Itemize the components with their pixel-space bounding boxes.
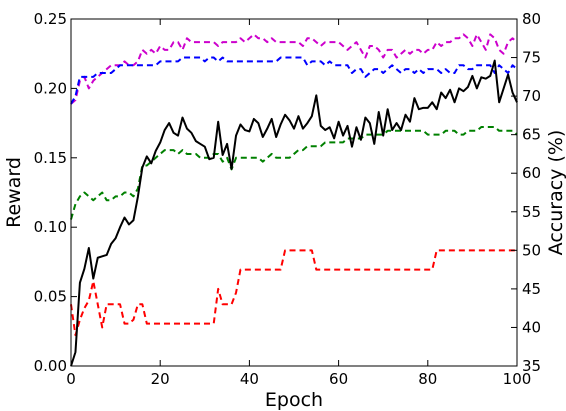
y-tick-right-label: 55 <box>522 203 541 221</box>
y-axis-left-title: Reward <box>3 157 25 228</box>
y-tick-right-label: 80 <box>522 10 541 28</box>
x-tick-label: 80 <box>418 370 437 388</box>
series-line-0 <box>70 59 518 367</box>
y-tick-left-label: 0.10 <box>34 218 67 236</box>
y-tick-right-label: 35 <box>522 357 541 375</box>
y-tick-right-label: 65 <box>522 126 541 144</box>
x-tick-label: 0 <box>66 370 76 388</box>
x-tick-label: 40 <box>240 370 259 388</box>
y-tick-right-label: 60 <box>522 164 541 182</box>
y-tick-right-label: 50 <box>522 241 541 259</box>
x-tick-label: 60 <box>329 370 348 388</box>
y-axis-right-title: Accuracy (%) <box>545 130 566 256</box>
series-line-4 <box>70 249 517 337</box>
x-tick-label: 20 <box>151 370 170 388</box>
y-tick-left-label: 0.15 <box>34 149 67 167</box>
series-line-3 <box>70 125 518 220</box>
ticks-layer: 0 20 40 60 80 100 0.00 0.05 0.10 0.15 0.20 0.25 35 40… <box>34 10 542 388</box>
y-tick-right-label: 40 <box>522 318 541 336</box>
series-line-2 <box>70 56 518 105</box>
plot-frame <box>70 18 518 367</box>
y-tick-right-label: 75 <box>522 49 541 67</box>
y-tick-right-label: 45 <box>522 280 541 298</box>
y-tick-left-label: 0.25 <box>34 10 67 28</box>
series-line-1 <box>70 33 518 105</box>
x-tick-label: 100 <box>503 370 532 388</box>
y-tick-left-label: 0.20 <box>34 79 67 97</box>
y-tick-right-label: 70 <box>522 87 541 105</box>
y-tick-left-label: 0.00 <box>34 357 67 375</box>
series-layer <box>70 33 518 367</box>
y-tick-left-label: 0.05 <box>34 288 67 306</box>
x-axis-title: Epoch <box>265 389 323 411</box>
